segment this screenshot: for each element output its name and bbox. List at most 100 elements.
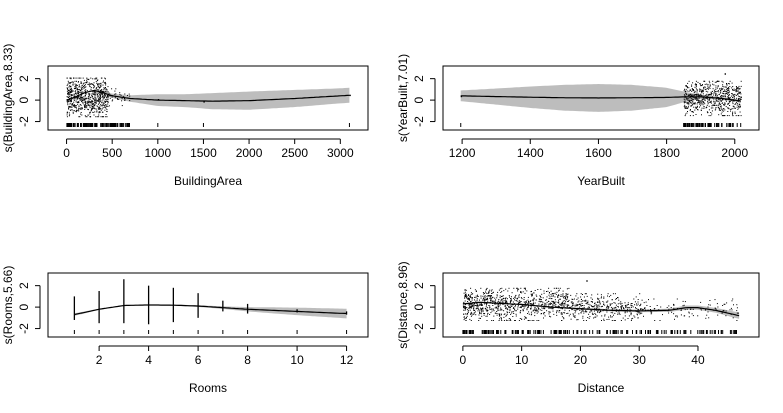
residual-point <box>489 307 491 308</box>
residual-point <box>477 308 479 310</box>
residual-point <box>517 305 519 307</box>
residual-point <box>99 83 101 85</box>
residual-point <box>559 287 561 289</box>
residual-point <box>80 96 82 98</box>
residual-point <box>480 303 482 305</box>
residual-point <box>585 300 587 302</box>
residual-point <box>66 84 68 86</box>
residual-point <box>600 311 602 313</box>
residual-point <box>488 305 490 306</box>
residual-point <box>585 311 587 313</box>
residual-point <box>706 111 708 113</box>
residual-point <box>528 313 530 315</box>
residual-point <box>639 293 641 295</box>
residual-point <box>589 316 591 318</box>
residual-point <box>128 93 130 95</box>
residual-point <box>591 306 593 307</box>
residual-point <box>623 307 624 309</box>
residual-point <box>513 296 515 298</box>
residual-point <box>467 298 469 300</box>
residual-point <box>728 90 730 92</box>
residual-point <box>483 297 485 299</box>
residual-point <box>696 89 698 90</box>
residual-point <box>567 312 569 314</box>
residual-point <box>73 95 75 97</box>
y-tick-label: 0 <box>17 96 31 103</box>
fitted-curve <box>460 95 742 102</box>
residual-point <box>462 305 464 307</box>
residual-point <box>685 88 687 90</box>
residual-point <box>530 303 532 305</box>
residual-point <box>691 90 693 92</box>
residual-point <box>75 93 77 95</box>
residual-point <box>69 85 70 87</box>
residual-point <box>94 96 96 98</box>
residual-point <box>99 92 101 94</box>
fitted-curve <box>74 304 347 316</box>
residual-point <box>517 303 519 305</box>
residual-point <box>69 100 71 102</box>
residual-point <box>490 290 492 292</box>
residual-point <box>551 300 553 302</box>
residual-point <box>709 304 711 306</box>
residual-point <box>723 104 724 106</box>
residual-point <box>736 90 738 92</box>
residual-point <box>689 89 691 91</box>
residual-point <box>731 93 733 95</box>
residual-point <box>584 300 585 302</box>
residual-point <box>736 310 738 312</box>
residual-point <box>599 303 601 305</box>
residual-point <box>692 111 694 113</box>
residual-point <box>729 108 731 110</box>
residual-point <box>484 296 486 298</box>
residual-point <box>680 310 682 311</box>
residual-point <box>607 307 609 309</box>
residual-point <box>566 313 568 314</box>
residual-point <box>688 102 690 104</box>
residual-point <box>102 95 104 97</box>
residual-point <box>505 301 507 302</box>
residual-point <box>526 300 527 302</box>
residual-point <box>689 100 691 102</box>
residual-point <box>719 88 721 90</box>
residual-point <box>739 88 741 90</box>
residual-point <box>668 312 670 314</box>
residual-point <box>599 311 601 313</box>
residual-point <box>548 305 550 307</box>
residual-point <box>95 96 97 98</box>
residual-point <box>500 302 502 304</box>
residual-point <box>582 317 584 319</box>
y-tick-label: 2 <box>412 75 426 82</box>
residual-point <box>588 317 590 319</box>
residual-point <box>74 98 76 99</box>
residual-point <box>488 292 490 294</box>
residual-point <box>541 309 543 311</box>
residual-point <box>564 296 566 298</box>
x-tick-label: 1200 <box>449 146 476 160</box>
residual-point <box>70 91 72 93</box>
residual-point <box>474 311 476 313</box>
residual-point <box>514 306 516 308</box>
residual-point <box>86 80 88 82</box>
residual-point <box>617 306 619 307</box>
residual-point <box>72 112 74 114</box>
residual-point <box>538 303 540 305</box>
residual-point <box>92 101 94 103</box>
residual-point <box>705 317 707 319</box>
residual-point <box>474 303 475 305</box>
residual-point <box>577 319 579 321</box>
y-tick-label: -2 <box>412 323 426 334</box>
residual-point <box>737 95 739 97</box>
residual-point <box>586 295 588 297</box>
residual-point <box>719 102 721 104</box>
residual-point <box>695 80 697 82</box>
residual-point <box>464 289 466 291</box>
residual-point <box>699 95 701 97</box>
residual-point <box>486 303 488 305</box>
residual-point <box>466 295 468 297</box>
residual-point <box>736 312 738 314</box>
residual-point <box>489 314 491 315</box>
residual-point <box>520 297 522 299</box>
residual-point <box>735 95 737 96</box>
